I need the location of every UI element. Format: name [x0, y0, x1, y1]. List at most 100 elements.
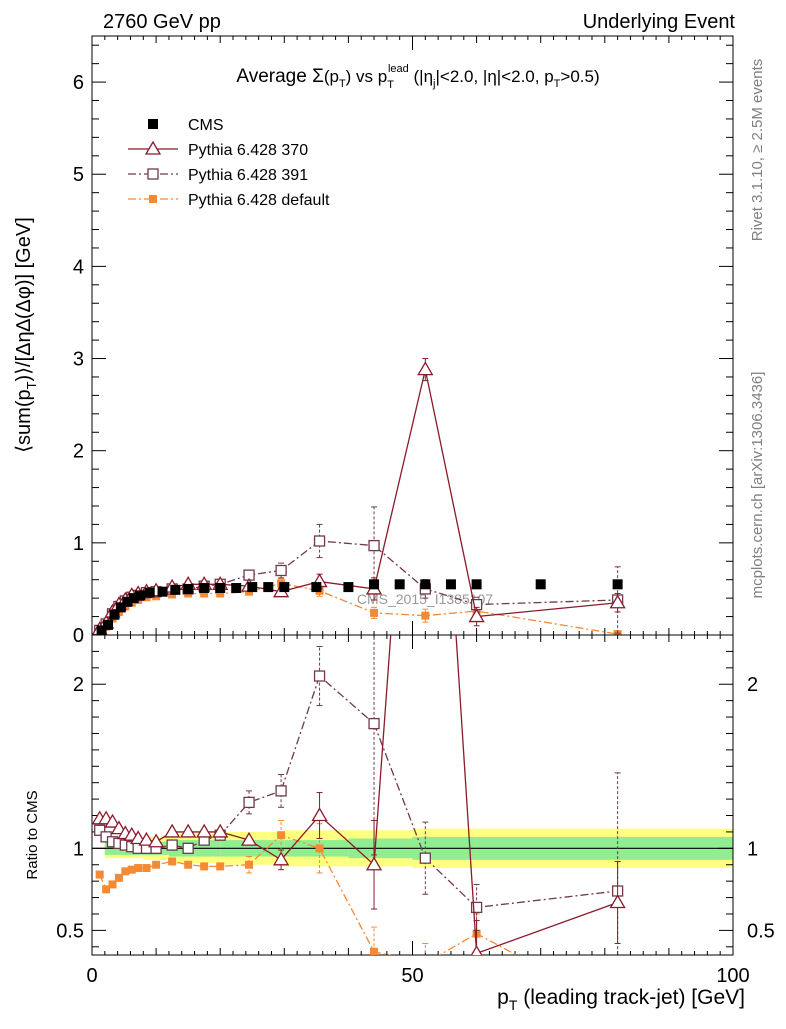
point-marker	[216, 862, 225, 871]
main-panel: 0 1 2 3 4 5 6	[73, 35, 734, 647]
y-tick-label: 4	[73, 256, 84, 278]
point-marker	[471, 579, 482, 590]
point-marker	[272, 851, 290, 866]
point-marker	[144, 140, 162, 155]
y-tick-label: 6	[73, 72, 84, 94]
x-axis-label: pT (leading track-jet) [GeV]	[497, 986, 745, 1013]
point-marker	[134, 864, 143, 873]
point-marker	[199, 583, 210, 594]
point-marker	[149, 195, 157, 203]
main-ylabel: ⟨sum(pT)⟩/[Δη∆(Δφ)] [GeV]	[13, 217, 39, 453]
legend-label: Pythia 6.428 default	[188, 192, 330, 209]
point-marker	[147, 168, 159, 180]
point-marker	[470, 901, 483, 914]
point-marker	[122, 596, 133, 607]
series-pythia-6-428-391	[94, 506, 624, 635]
point-marker	[138, 831, 155, 846]
y-tick-label: 2	[73, 441, 84, 463]
legend-label: Pythia 6.428 391	[188, 167, 308, 184]
point-marker	[182, 842, 194, 854]
point-marker	[418, 152, 432, 164]
series-line	[99, 674, 618, 909]
point-marker	[114, 873, 123, 882]
point-marker	[200, 862, 209, 871]
mcplots-label: mcplots.cern.ch [arXiv:1306.3436]	[749, 372, 766, 599]
point-marker	[95, 870, 104, 879]
watermark: CMS_2015_I1385107	[357, 591, 493, 607]
point-marker	[142, 864, 151, 873]
point-marker	[135, 590, 146, 601]
point-marker	[148, 119, 158, 129]
rivet-label: Rivet 3.1.10, ≥ 2.5M events	[749, 59, 766, 242]
point-marker	[277, 831, 286, 840]
point-marker	[115, 602, 126, 613]
y-tick-label: 5	[73, 164, 84, 186]
series-pythia-6-428-391	[94, 635, 624, 955]
point-marker	[313, 670, 326, 682]
point-marker	[368, 717, 380, 730]
point-marker	[109, 609, 120, 620]
point-marker	[245, 860, 254, 869]
point-marker	[157, 586, 168, 597]
point-marker	[128, 593, 139, 604]
point-marker	[311, 807, 328, 822]
point-marker	[180, 823, 197, 838]
point-marker	[535, 579, 546, 590]
point-marker	[365, 856, 383, 871]
point-marker	[102, 885, 111, 894]
point-marker	[370, 608, 379, 617]
point-marker	[417, 361, 434, 376]
point-marker	[275, 564, 287, 577]
ratio-frame	[91, 634, 734, 956]
ratio-ylabel: Ratio to CMS	[24, 790, 41, 879]
series-pythia-6-428-370	[92, 152, 626, 955]
legend-label: Pythia 6.428 370	[188, 142, 308, 159]
point-marker	[343, 582, 354, 593]
point-marker	[168, 857, 177, 866]
ratio-y-tick-label-right: 1	[747, 838, 758, 860]
ratio-y-tick-label: 1	[73, 838, 84, 860]
point-marker	[445, 579, 456, 590]
ratio-y-tick-label-right: 2	[747, 674, 758, 696]
point-marker	[468, 608, 485, 623]
point-marker	[315, 844, 324, 853]
legend: CMS Pythia 6.428 370 Pythia 6.428 391 Pythi…	[128, 117, 330, 209]
point-marker	[313, 535, 326, 547]
point-marker	[421, 611, 430, 620]
point-marker	[263, 582, 274, 593]
point-marker	[247, 582, 258, 593]
point-marker	[470, 945, 483, 955]
point-marker	[152, 860, 161, 869]
point-marker	[147, 833, 165, 848]
point-marker	[200, 589, 209, 598]
point-marker	[394, 579, 405, 590]
point-marker	[103, 619, 114, 630]
point-marker	[196, 823, 213, 838]
point-marker	[94, 824, 106, 836]
point-marker	[183, 583, 194, 594]
point-marker	[144, 587, 155, 598]
ratio-y-tick-label: 0.5	[56, 920, 84, 942]
point-marker	[275, 785, 287, 797]
point-marker	[215, 583, 226, 594]
point-marker	[212, 823, 229, 838]
point-marker	[104, 813, 121, 828]
ratio-y-tick-label: 2	[73, 674, 84, 696]
point-marker	[127, 865, 136, 874]
point-marker	[216, 589, 225, 598]
point-marker	[243, 796, 255, 809]
x-tick-label: 0	[86, 965, 97, 987]
point-marker	[163, 823, 181, 838]
point-marker	[609, 894, 626, 909]
header-left: 2760 GeV pp	[103, 11, 221, 33]
series-cms	[96, 579, 623, 635]
point-marker	[108, 880, 117, 889]
point-marker	[311, 582, 322, 593]
point-marker	[419, 852, 431, 864]
point-marker	[279, 582, 290, 593]
point-marker	[166, 839, 178, 851]
point-marker	[612, 579, 623, 590]
